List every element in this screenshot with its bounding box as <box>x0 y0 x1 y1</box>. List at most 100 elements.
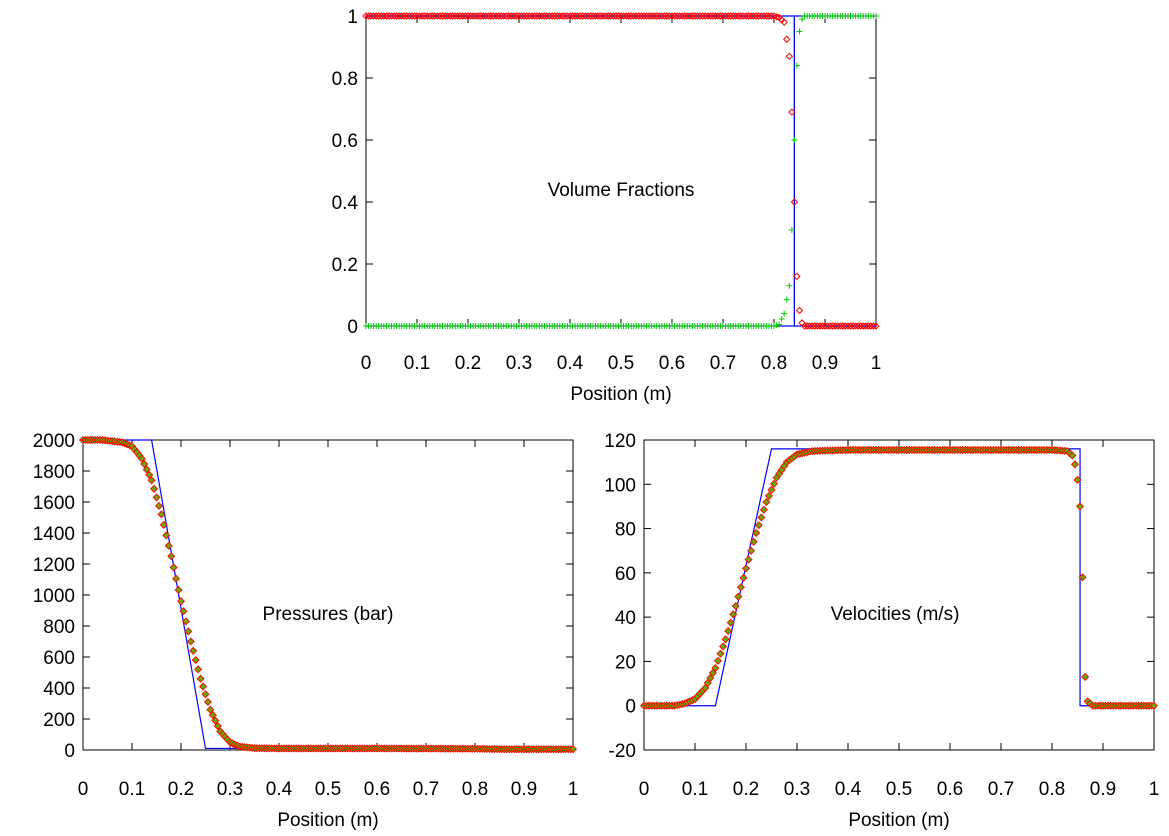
data-point <box>724 12 732 20</box>
data-point <box>558 12 567 20</box>
data-point <box>364 12 373 20</box>
data-point <box>1068 451 1077 460</box>
data-point <box>688 12 697 20</box>
data-point <box>1073 475 1082 484</box>
x-tick-label: 0 <box>639 779 650 800</box>
data-point <box>477 12 485 20</box>
data-point <box>818 322 827 330</box>
y-tick-label: 0 <box>347 317 358 338</box>
data-point <box>189 646 198 655</box>
y-tick-label: 1 <box>347 7 358 28</box>
data-point <box>711 664 720 673</box>
data-point <box>497 12 505 20</box>
data-point <box>698 12 707 20</box>
data-point <box>436 12 444 20</box>
data-point <box>828 322 837 330</box>
data-point <box>673 12 681 20</box>
data-point <box>545 12 554 20</box>
data-point <box>647 12 656 20</box>
data-point <box>512 12 521 20</box>
data-point <box>517 12 526 20</box>
data-point <box>841 322 850 330</box>
data-point <box>816 322 824 330</box>
data-point <box>780 18 788 26</box>
data-point <box>1070 460 1079 469</box>
data-point <box>630 12 638 20</box>
data-point <box>708 669 717 678</box>
data-point <box>617 12 625 20</box>
data-point <box>150 484 159 493</box>
data-point <box>869 322 878 330</box>
data-point <box>732 12 740 20</box>
y-tick-label: 1200 <box>33 555 75 576</box>
data-point <box>767 485 776 494</box>
data-point <box>734 12 743 20</box>
data-point <box>754 12 763 20</box>
chart-title: Volume Fractions <box>548 180 695 201</box>
data-point <box>561 12 569 20</box>
data-point <box>479 12 488 20</box>
data-point <box>167 552 176 561</box>
data-point <box>415 12 424 20</box>
data-point <box>540 12 549 20</box>
data-point <box>872 322 880 330</box>
data-point <box>428 12 437 20</box>
y-tick-label: 80 <box>615 520 636 541</box>
data-point <box>466 12 475 20</box>
data-point <box>668 12 676 20</box>
data-point <box>548 12 556 20</box>
data-point <box>584 12 592 20</box>
x-tick-label: 1 <box>1149 779 1160 800</box>
data-point <box>596 12 605 20</box>
data-point <box>164 541 173 550</box>
data-point <box>686 12 694 20</box>
data-point <box>854 322 862 330</box>
data-point <box>762 497 771 507</box>
data-point <box>783 35 791 43</box>
x-tick-label: 0.8 <box>761 353 787 374</box>
data-point <box>675 12 684 20</box>
y-tick-label: 100 <box>604 475 636 496</box>
data-point <box>169 563 178 572</box>
data-point <box>410 12 419 20</box>
data-point <box>800 322 809 330</box>
data-point <box>172 574 181 583</box>
data-point <box>846 322 855 330</box>
x-axis-label: Position (m) <box>277 810 378 831</box>
data-point <box>624 12 633 20</box>
data-point <box>785 52 794 61</box>
series-2 <box>363 13 879 329</box>
exact-solution-line <box>83 439 573 750</box>
data-point <box>420 12 429 20</box>
data-point <box>836 322 845 330</box>
data-point <box>451 12 459 20</box>
data-point <box>796 28 803 35</box>
data-point <box>734 592 743 601</box>
data-point <box>454 12 462 20</box>
x-tick-label: 0.6 <box>659 353 685 374</box>
data-point <box>844 322 852 330</box>
data-point <box>635 12 643 20</box>
data-point <box>793 62 800 69</box>
data-point <box>811 322 819 330</box>
data-point <box>487 12 495 20</box>
data-point <box>589 12 597 20</box>
data-point <box>790 198 799 206</box>
data-point <box>851 322 860 330</box>
data-point <box>206 705 215 714</box>
data-point <box>736 583 745 592</box>
data-point <box>176 597 186 606</box>
data-point <box>397 12 406 20</box>
data-point <box>683 12 692 20</box>
data-point <box>385 12 393 20</box>
x-tick-label: 0.2 <box>733 779 759 800</box>
data-point <box>392 12 401 20</box>
data-point <box>591 12 600 20</box>
data-point <box>767 12 776 20</box>
data-point <box>696 12 704 20</box>
data-point <box>703 678 712 688</box>
exact-solution-phase2-line <box>366 15 876 327</box>
y-tick-label: 400 <box>43 679 75 700</box>
data-point <box>489 12 498 20</box>
